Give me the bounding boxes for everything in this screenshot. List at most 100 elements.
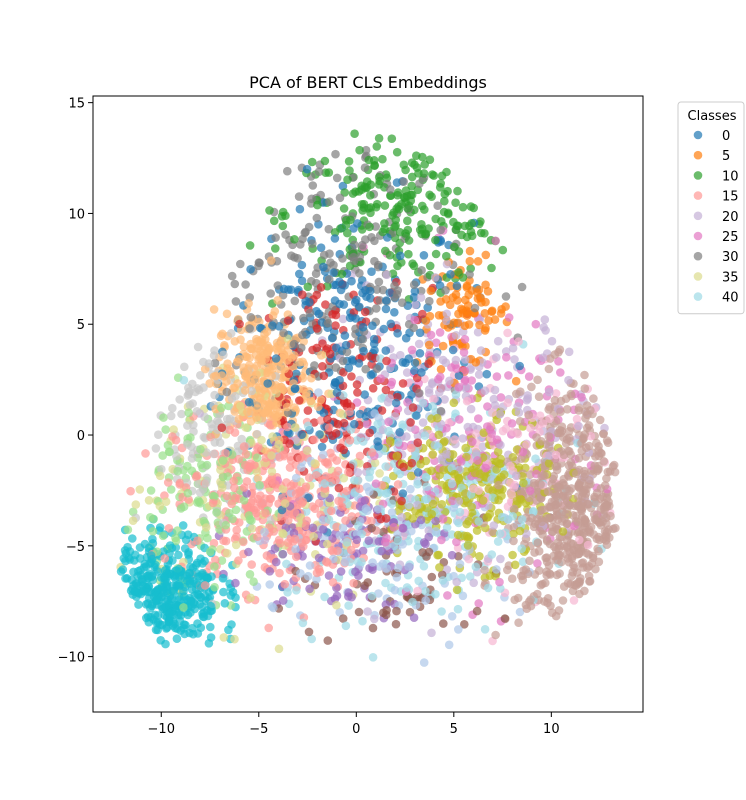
scatter-point [550,396,560,405]
scatter-point [159,413,168,422]
scatter-point [573,517,582,527]
scatter-point [200,581,210,590]
scatter-point [265,494,275,503]
scatter-point [141,449,150,458]
scatter-point [373,437,382,446]
scatter-point [518,557,528,567]
scatter-point [278,385,288,394]
scatter-point [537,471,546,481]
scatter-point [168,556,177,565]
scatter-point [393,536,403,545]
scatter-point [454,625,463,634]
scatter-point [305,584,314,594]
scatter-point [131,500,141,509]
scatter-point [351,314,360,323]
scatter-point [278,549,288,559]
scatter-point [252,370,261,379]
scatter-point [297,260,307,270]
scatter-point [324,423,334,432]
scatter-point [367,448,377,457]
scatter-point [545,414,554,424]
scatter-point [544,364,554,374]
scatter-point [522,440,531,449]
scatter-point [431,235,440,245]
scatter-point [293,253,302,263]
scatter-point [291,552,301,562]
scatter-point [593,464,603,474]
scatter-point [305,308,315,318]
scatter-point [141,587,150,596]
scatter-point [460,366,470,375]
scatter-point [229,476,238,486]
legend-label: 30 [722,250,739,265]
scatter-point [489,394,499,404]
scatter-point [592,488,602,498]
scatter-point [504,561,514,570]
scatter-point [378,154,387,164]
scatter-point [497,305,506,314]
scatter-point [347,276,356,286]
scatter-point [313,200,322,210]
scatter-point [504,313,514,322]
scatter-point [421,596,431,605]
scatter-point [261,509,270,518]
scatter-point [393,438,403,447]
scatter-point [544,405,553,414]
scatter-point [241,423,250,432]
scatter-point [575,535,584,545]
scatter-point [283,538,293,547]
scatter-point [355,269,364,278]
scatter-point [332,388,342,397]
scatter-point [527,382,536,392]
scatter-point [344,157,354,166]
scatter-point [279,284,289,294]
scatter-point [342,347,352,357]
scatter-point [297,463,306,472]
y-tick-label: 0 [77,429,85,444]
scatter-point [281,230,290,239]
scatter-point [595,535,604,545]
scatter-point [403,398,412,407]
scatter-point [271,385,280,395]
scatter-point [339,473,349,483]
scatter-point [415,388,424,398]
scatter-point [342,486,351,496]
scatter-point [160,566,170,575]
x-tick-label: 10 [543,722,560,737]
scatter-point [374,172,384,182]
scatter-point [355,484,364,494]
scatter-point [218,329,227,339]
scatter-point [543,487,553,496]
scatter-point [195,497,204,507]
scatter-point [518,447,528,457]
scatter-point [316,243,326,252]
scatter-point [574,421,583,431]
scatter-point [180,582,190,592]
scatter-point [319,525,328,534]
scatter-point [294,192,304,201]
scatter-point [507,419,517,428]
scatter-point [433,442,443,451]
scatter-point [196,371,205,380]
scatter-point [359,346,368,356]
scatter-point [460,496,470,506]
scatter-point [470,303,480,313]
scatter-point [431,589,440,599]
scatter-point [577,478,587,488]
scatter-point [252,453,262,463]
scatter-point [373,419,383,429]
scatter-point [533,375,542,385]
scatter-point [451,290,461,300]
scatter-point [418,418,428,427]
scatter-point [420,374,429,384]
scatter-point [414,339,424,349]
scatter-point [337,502,346,511]
scatter-point [538,353,548,363]
scatter-point [493,336,503,346]
scatter-point [510,504,519,514]
scatter-point [230,279,240,289]
scatter-point [320,592,329,602]
scatter-point [277,505,287,515]
scatter-point [601,536,611,545]
scatter-point [387,508,397,517]
